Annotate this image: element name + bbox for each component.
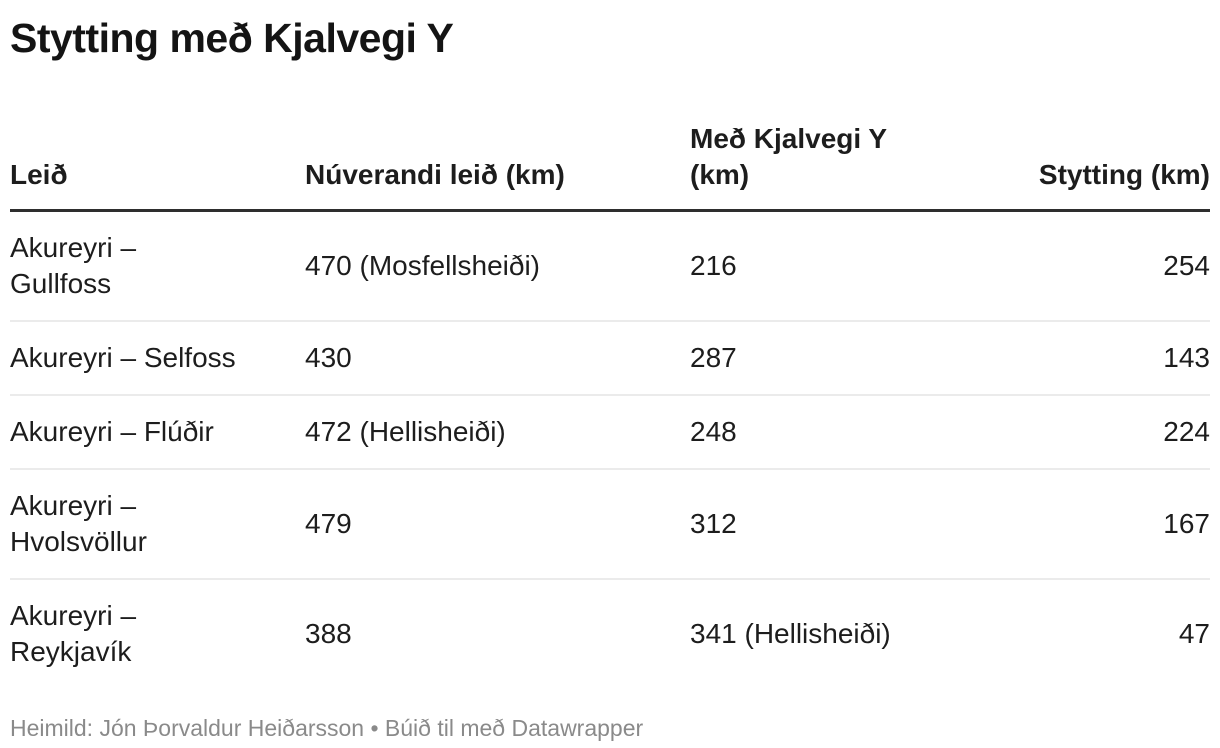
cell-current-km: 472 (Hellisheiði) <box>305 395 690 471</box>
table-row: Akureyri – Reykjavík 388 341 (Hellisheið… <box>10 579 1210 688</box>
source-credit-line: Heimild: Jón Þorvaldur Heiðarsson • Búið… <box>10 715 644 742</box>
cell-route: Akureyri – Flúðir <box>10 395 305 471</box>
cell-current-km: 388 <box>305 618 352 650</box>
column-header-nuverandi-leid-label: Núverandi leið (km) <box>305 159 565 191</box>
column-header-nuverandi-leid: Núverandi leið (km) <box>305 109 690 213</box>
page-title: Stytting með Kjalvegi Y <box>10 15 454 61</box>
column-header-med-kjalvegi-label: Með Kjalvegi Y (km) <box>690 123 887 191</box>
route-label: Akureyri – Selfoss <box>10 342 236 374</box>
table-row: Akureyri – Gullfoss 470 (Mosfellsheiði) … <box>10 210 1210 323</box>
table-row: Akureyri – Selfoss 430 287 143 <box>10 321 1210 397</box>
table-header-row: Leið Núverandi leið (km) Með Kjalvegi Y … <box>10 109 1210 213</box>
column-header-med-kjalvegi: Með Kjalvegi Y (km) <box>690 109 1010 213</box>
cell-route: Akureyri – Selfoss <box>10 321 305 397</box>
table-row: Akureyri – Hvolsvöllur 479 312 167 <box>10 469 1210 581</box>
table-row: Akureyri – Flúðir 472 (Hellisheiði) 248 … <box>10 395 1210 471</box>
route-label: Akureyri – Gullfoss <box>10 232 137 300</box>
cell-shortening-km: 167 <box>1010 469 1210 581</box>
cell-shortening-km: 224 <box>1010 395 1210 471</box>
column-header-leid-label: Leið <box>10 159 68 191</box>
cell-current-km: 470 (Mosfellsheiði) <box>305 210 690 323</box>
cell-shortening-km: 254 <box>1010 210 1210 323</box>
route-label: Akureyri – Reykjavík <box>10 600 137 668</box>
cell-shortening-km: 143 <box>1010 321 1210 397</box>
cell-kjalvegur-km: 216 <box>690 210 1010 323</box>
cell-kjalvegur-km: 312 <box>690 469 1010 581</box>
column-header-stytting: Stytting (km) <box>1010 109 1210 213</box>
data-table: Leið Núverandi leið (km) Með Kjalvegi Y … <box>10 109 1210 688</box>
column-header-stytting-label: Stytting (km) <box>1038 159 1210 191</box>
cell-kjalvegur-km: 341 (Hellisheiði) <box>690 618 891 650</box>
cell-shortening-km: 47 <box>1178 618 1210 650</box>
column-header-leid: Leið <box>10 109 305 213</box>
route-label: Akureyri – Hvolsvöllur <box>10 490 147 558</box>
cell-current-km: 430 <box>305 321 690 397</box>
cell-kjalvegur-km: 287 <box>690 321 1010 397</box>
cell-route: Akureyri – Gullfoss <box>10 210 305 323</box>
cell-kjalvegur-km: 248 <box>690 395 1010 471</box>
cell-route: Akureyri – Reykjavík <box>10 579 305 688</box>
cell-current-km: 479 <box>305 469 690 581</box>
route-label: Akureyri – Flúðir <box>10 416 214 448</box>
cell-route: Akureyri – Hvolsvöllur <box>10 469 305 581</box>
